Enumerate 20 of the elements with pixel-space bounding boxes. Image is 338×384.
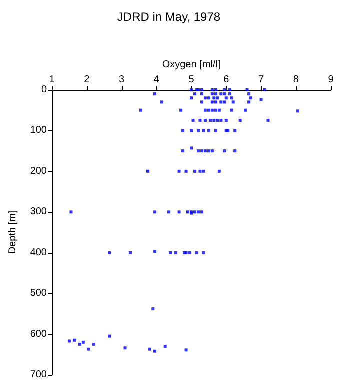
x-tick-label: 6 (224, 74, 230, 86)
chart-title: JDRD in May, 1978 (117, 10, 221, 24)
x-tick-label: 8 (293, 74, 300, 86)
y-tick-label: 700 (30, 370, 48, 380)
y-axis-title: Depth [m] (8, 210, 18, 254)
y-tick-label: 300 (30, 206, 48, 218)
x-tick-label: 5 (188, 74, 195, 86)
y-tick-label: 400 (30, 247, 48, 258)
x-axis-title: Oxygen [ml/l] (162, 60, 221, 71)
y-tick-label: 600 (30, 328, 48, 340)
x-tick-label: 4 (154, 74, 160, 86)
x-tick-label: 1 (49, 74, 56, 86)
x-tick-label: 2 (84, 74, 90, 86)
y-tick-label: 100 (30, 125, 48, 136)
y-tick-label: 0 (41, 84, 48, 96)
x-tick-label: 9 (328, 74, 334, 86)
y-tick-label: 200 (30, 166, 48, 177)
y-tick-label: 500 (30, 288, 48, 300)
x-tick-label: 7 (258, 74, 264, 86)
x-tick-label: 3 (118, 74, 125, 86)
